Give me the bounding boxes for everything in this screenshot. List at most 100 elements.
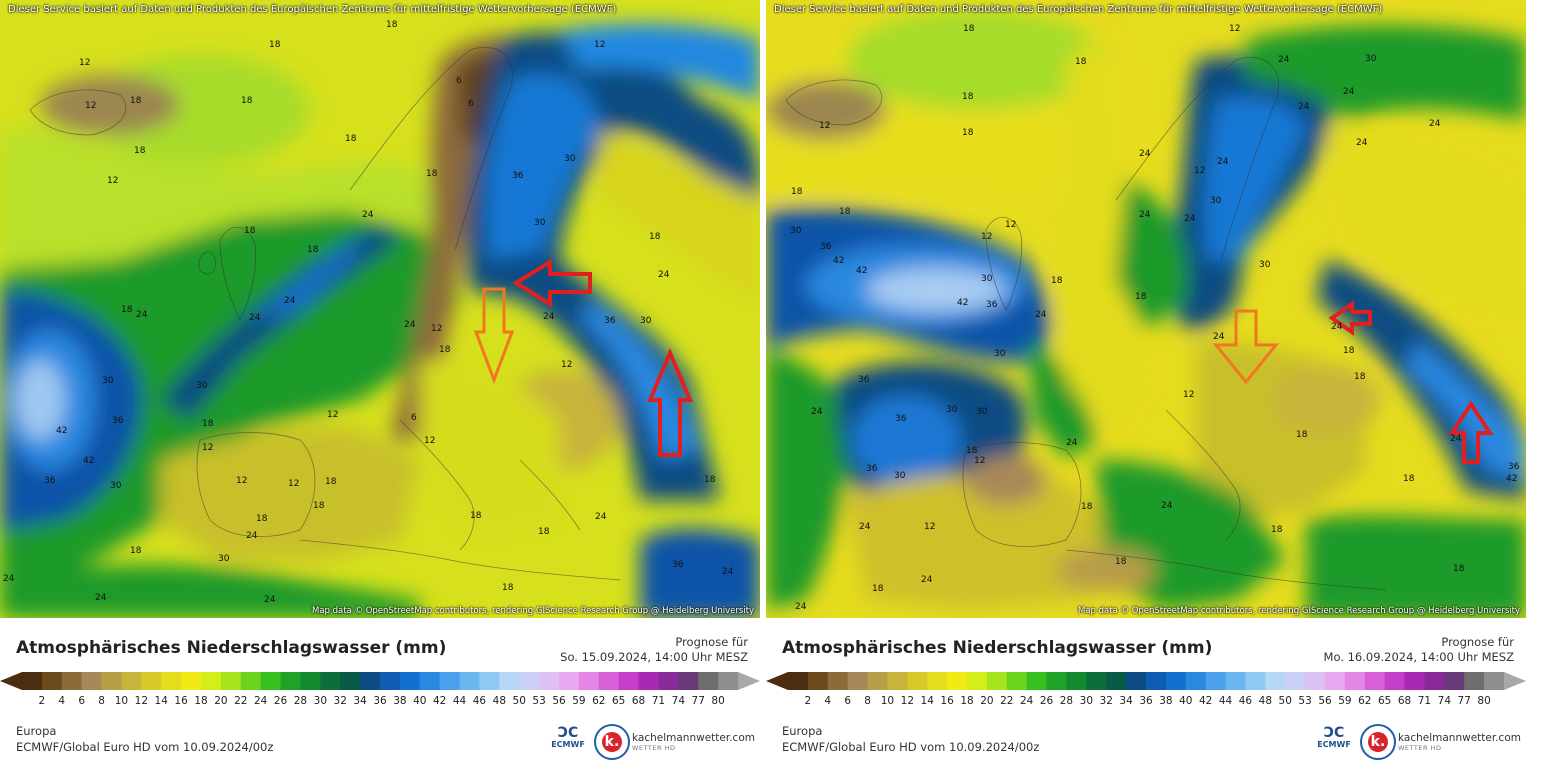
contour-value-label: 30 xyxy=(110,481,122,491)
colorbar-tick-label: 2 xyxy=(804,695,812,707)
kachelmann-name: kachelmannwetter.com xyxy=(632,732,755,744)
forecast-date: So. 15.09.2024, 14:00 Uhr MESZ xyxy=(560,650,748,664)
colorbar-tick-label: 48 xyxy=(492,695,507,707)
contour-value-label: 18 xyxy=(325,477,337,487)
colorbar-swatch xyxy=(1285,672,1306,690)
colorbar-swatch xyxy=(1205,672,1227,690)
contour-value-label: 36 xyxy=(820,242,832,252)
colorbar-swatch xyxy=(1404,672,1425,690)
colorbar-tick-label: 12 xyxy=(134,695,149,707)
kachelmann-sub: WETTER HD xyxy=(632,744,676,752)
colorbar-swatch xyxy=(181,672,202,690)
colorbar-swatch xyxy=(718,672,739,690)
colorbar-tick-label: 10 xyxy=(114,695,129,707)
contour-value-label: 18 xyxy=(1296,430,1308,440)
colorbar-tick-label: 44 xyxy=(452,695,467,707)
chart-title: Atmosphärisches Niederschlagswasser (mm) xyxy=(16,638,447,658)
contour-value-label: 18 xyxy=(1354,372,1366,382)
colorbar-tick-label: 38 xyxy=(393,695,407,707)
colorbar-swatch xyxy=(1165,672,1187,690)
contour-value-label: 12 xyxy=(236,476,248,486)
colorbar-tick-label: 2 xyxy=(38,695,46,707)
colorbar-swatch xyxy=(1046,672,1067,690)
contour-value-label: 18 xyxy=(839,207,851,217)
colorbar-tick-label: 40 xyxy=(413,695,427,707)
contour-value-label: 18 xyxy=(962,128,974,138)
contour-value-label: 12 xyxy=(561,360,573,370)
contour-value-label: 24 xyxy=(543,312,555,322)
contour-value-label: 18 xyxy=(1081,502,1093,512)
contour-value-label: 30 xyxy=(1210,196,1222,206)
forecast-label: Prognose für xyxy=(675,635,748,649)
colorbar-swatch xyxy=(867,672,888,690)
contour-value-label: 24 xyxy=(249,313,261,323)
contour-value-label: 24 xyxy=(811,407,823,417)
colorbar-tick-label: 26 xyxy=(1039,695,1054,707)
contour-value-label: 24 xyxy=(264,595,276,605)
colorbar-max-arrow xyxy=(1504,672,1526,690)
colorbar-tick-label: 30 xyxy=(313,695,328,707)
ecmwf-logo: ↃⅭ ECMWF xyxy=(1314,726,1354,760)
colorbar-tick-label: 14 xyxy=(920,695,934,707)
contour-value-label: 24 xyxy=(1450,434,1462,444)
contour-value-label: 18 xyxy=(426,169,438,179)
colorbar-swatch xyxy=(807,672,829,690)
colorbar-tick-label: 74 xyxy=(671,695,686,707)
colorbar-tick-label: 12 xyxy=(900,695,915,707)
precipitable-water-map: 12 18 18 12 12 18 18 6 6 18 18 12 18 30 36 24 18 18 30 18 24… xyxy=(0,0,760,618)
colorbar-tick-label: 68 xyxy=(1397,695,1412,707)
contour-value-label: 18 xyxy=(1403,474,1415,484)
colorbar-min-arrow xyxy=(766,672,788,690)
kachelmann-logo-icon: k. xyxy=(1360,724,1396,760)
contour-value-label: 42 xyxy=(833,256,845,266)
contour-value-label: 30 xyxy=(994,349,1006,359)
ecmwf-logo-text: ECMWF xyxy=(1317,740,1351,749)
contour-value-label: 24 xyxy=(3,574,15,584)
colorbar-swatch xyxy=(1325,672,1346,690)
contour-value-label: 12 xyxy=(85,101,97,111)
logos: ↃⅭ ECMWF k. kachelmannwetter.com WETTER … xyxy=(548,724,755,760)
contour-value-label: 18 xyxy=(134,146,146,156)
colorbar-swatch xyxy=(1146,672,1167,690)
contour-value-label: 36 xyxy=(895,414,907,424)
contour-value-label: 18 xyxy=(130,96,142,106)
colorbar-swatch xyxy=(986,672,1008,690)
colorbar xyxy=(0,672,760,690)
contour-value-label: 24 xyxy=(1161,501,1173,511)
colorbar-tick-label: 80 xyxy=(711,695,725,707)
contour-value-label: 36 xyxy=(1508,462,1520,472)
contour-value-label: 18 xyxy=(313,501,325,511)
contour-value-label: 18 xyxy=(1075,57,1087,67)
colorbar-swatch xyxy=(380,672,401,690)
forecast-date: Mo. 16.09.2024, 14:00 Uhr MESZ xyxy=(1323,650,1514,664)
contour-value-label: 12 xyxy=(819,121,831,131)
contour-value-label: 24 xyxy=(1343,87,1355,97)
chart-title: Atmosphärisches Niederschlagswasser (mm) xyxy=(782,638,1213,658)
colorbar-tick-label: 36 xyxy=(373,695,387,707)
contour-value-label: 18 xyxy=(1115,557,1127,567)
contour-value-label: 36 xyxy=(986,300,998,310)
contour-value-label: 30 xyxy=(640,316,652,326)
colorbar-swatch xyxy=(1225,672,1246,690)
colorbar-tick-label: 16 xyxy=(174,695,188,707)
colorbar-swatch xyxy=(1066,672,1087,690)
colorbar-swatch xyxy=(141,672,162,690)
ecmwf-logo: ↃⅭ ECMWF xyxy=(548,726,588,760)
colorbar-tick-label: 18 xyxy=(194,695,208,707)
colorbar-swatch xyxy=(340,672,361,690)
colorbar-tick-label: 28 xyxy=(293,695,308,707)
contour-value-label: 24 xyxy=(1278,55,1290,65)
contour-value-label: 24 xyxy=(1331,322,1343,332)
colorbar-swatch xyxy=(1464,672,1485,690)
colorbar-tick-label: 16 xyxy=(940,695,954,707)
colorbar-swatch xyxy=(220,672,242,690)
contour-value-label: 30 xyxy=(790,226,802,236)
contour-value-label: 36 xyxy=(44,476,56,486)
coastlines xyxy=(785,57,1387,591)
ecmwf-logo-text: ECMWF xyxy=(551,740,585,749)
colorbar-swatch xyxy=(201,672,222,690)
colorbar-tick-label: 18 xyxy=(960,695,974,707)
ecmwf-icon: ↃⅭ xyxy=(1323,725,1345,741)
logos: ↃⅭ ECMWF k. kachelmannwetter.com WETTER … xyxy=(1314,724,1521,760)
forecast-panel-left: 12 18 18 12 12 18 18 6 6 18 18 12 18 30 36 24 18 18 30 18 24… xyxy=(0,0,760,760)
